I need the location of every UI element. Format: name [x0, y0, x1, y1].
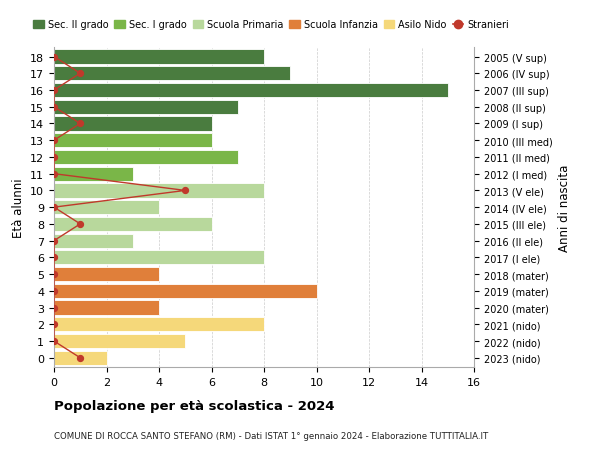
- Point: [49, 338, 59, 345]
- Point: [49, 271, 59, 278]
- Bar: [54, 67, 290, 81]
- Point: [49, 304, 59, 312]
- Bar: [54, 101, 238, 115]
- Point: [49, 104, 59, 111]
- Point: [49, 287, 59, 295]
- Point: [49, 237, 59, 245]
- Point: [49, 87, 59, 95]
- Point: [49, 204, 59, 212]
- Bar: [54, 251, 264, 265]
- Point: [76, 221, 85, 228]
- Bar: [54, 201, 159, 215]
- Point: [76, 354, 85, 362]
- Point: [49, 137, 59, 145]
- Bar: [54, 50, 264, 64]
- Point: [49, 171, 59, 178]
- Bar: [54, 334, 185, 348]
- Point: [76, 70, 85, 78]
- Point: [181, 187, 190, 195]
- Bar: [54, 351, 107, 365]
- Point: [49, 154, 59, 161]
- Y-axis label: Età alunni: Età alunni: [11, 178, 25, 237]
- Legend: Sec. II grado, Sec. I grado, Scuola Primaria, Scuola Infanzia, Asilo Nido, Stran: Sec. II grado, Sec. I grado, Scuola Prim…: [29, 17, 513, 34]
- Bar: [54, 134, 212, 148]
- Bar: [54, 268, 159, 282]
- Point: [49, 254, 59, 262]
- Text: Popolazione per età scolastica - 2024: Popolazione per età scolastica - 2024: [54, 399, 335, 412]
- Bar: [54, 117, 212, 131]
- Y-axis label: Anni di nascita: Anni di nascita: [558, 164, 571, 251]
- Bar: [54, 151, 238, 165]
- Bar: [54, 84, 448, 98]
- Point: [49, 321, 59, 328]
- Bar: [54, 167, 133, 181]
- Text: COMUNE DI ROCCA SANTO STEFANO (RM) - Dati ISTAT 1° gennaio 2024 - Elaborazione T: COMUNE DI ROCCA SANTO STEFANO (RM) - Dat…: [54, 431, 488, 441]
- Point: [49, 54, 59, 61]
- Bar: [54, 318, 264, 332]
- Bar: [54, 284, 317, 298]
- Bar: [54, 217, 212, 231]
- Bar: [54, 234, 133, 248]
- Bar: [54, 184, 264, 198]
- Point: [76, 121, 85, 128]
- Bar: [54, 301, 159, 315]
